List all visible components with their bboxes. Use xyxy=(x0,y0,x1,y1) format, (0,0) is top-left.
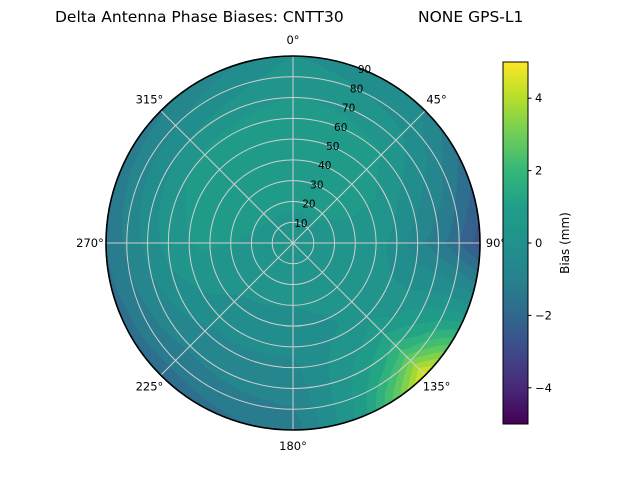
radial-tick-label: 40 xyxy=(318,160,331,172)
radial-tick-label: 10 xyxy=(294,218,307,230)
chart-title-left: Delta Antenna Phase Biases: CNTT30 xyxy=(55,8,344,26)
radial-tick-label: 60 xyxy=(334,122,347,134)
azimuth-tick-label: 45° xyxy=(426,92,446,106)
colorbar-axis-label: Bias (mm) xyxy=(558,212,572,274)
radial-tick-label: 90 xyxy=(358,64,371,76)
azimuth-tick-label: 225° xyxy=(136,380,164,394)
colorbar-tick-label: −2 xyxy=(535,308,552,322)
chart-title-right: NONE GPS-L1 xyxy=(418,8,524,26)
colorbar-tick-label: 0 xyxy=(535,236,542,250)
radial-tick-label: 20 xyxy=(302,199,315,211)
radial-tick-label: 80 xyxy=(350,83,363,95)
azimuth-tick-label: 270° xyxy=(76,236,104,250)
colorbar-tick-label: 2 xyxy=(535,164,542,178)
colorbar-tick-label: 4 xyxy=(535,91,542,105)
azimuth-tick-label: 0° xyxy=(286,33,299,47)
colorbar xyxy=(502,61,529,425)
azimuth-tick-label: 180° xyxy=(279,439,307,453)
radial-tick-label: 70 xyxy=(342,103,355,115)
colorbar-tick-label: −4 xyxy=(535,381,552,395)
azimuth-tick-label: 90° xyxy=(486,236,506,250)
radial-tick-label: 30 xyxy=(310,179,323,191)
polar-outline xyxy=(105,55,481,431)
azimuth-tick-label: 135° xyxy=(423,380,451,394)
polar-grid xyxy=(106,56,480,430)
azimuth-tick-label: 315° xyxy=(136,92,164,106)
radial-tick-label: 50 xyxy=(326,141,339,153)
